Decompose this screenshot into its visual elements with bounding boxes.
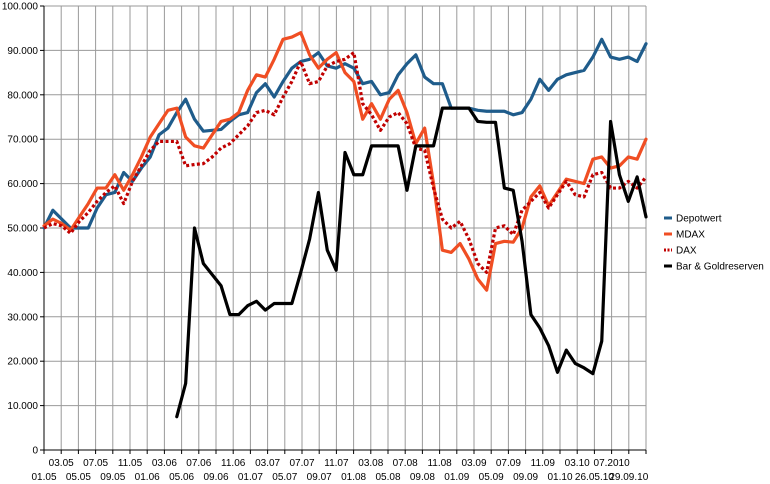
x-tick-label: 01.07	[238, 472, 263, 483]
x-tick-label: 05.05	[66, 472, 91, 483]
series-line-mdax	[42, 31, 648, 292]
series-lines	[42, 31, 648, 419]
x-tick-label: 07.2010	[594, 458, 631, 469]
y-tick-label: 40.000	[7, 268, 38, 279]
y-tick-label: 10.000	[7, 401, 38, 412]
x-tick-label: 09.09	[513, 472, 538, 483]
x-tick-label: 11.06	[221, 458, 246, 469]
x-tick-label: 09.06	[203, 472, 228, 483]
series-line-dax	[43, 51, 648, 274]
x-tick-label: 03.05	[49, 458, 74, 469]
x-tick-label: 03.08	[358, 458, 383, 469]
x-tick-label: 11.09	[531, 458, 556, 469]
x-tick-label: 09.07	[307, 472, 332, 483]
x-tick-label: 05.07	[272, 472, 297, 483]
x-tick-label: 09.05	[100, 472, 125, 483]
x-tick-label: 03.10	[565, 458, 590, 469]
x-tick-label: 11.05	[118, 458, 143, 469]
y-tick-label: 50.000	[7, 224, 38, 235]
legend-item-mdax: MDAX	[664, 230, 705, 241]
x-tick-label: 03.06	[152, 458, 177, 469]
y-tick-label: 20.000	[7, 357, 38, 368]
x-tick-label: 29.09.10	[609, 472, 648, 483]
y-tick-label: 0	[32, 446, 38, 457]
x-tick-label: 07.09	[496, 458, 521, 469]
legend-label: MDAX	[676, 230, 705, 241]
x-tick-label: 05.06	[169, 472, 194, 483]
x-tick-label: 11.07	[324, 458, 349, 469]
y-tick-label: 80.000	[7, 90, 38, 101]
legend-item-bar-goldreserven: Bar & Goldreserven	[664, 262, 764, 273]
x-tick-label: 01.09	[444, 472, 469, 483]
legend: Depotwert MDAX DAX Bar & Goldreserven	[664, 214, 764, 273]
y-tick-label: 30.000	[7, 312, 38, 323]
x-tick-label: 05.09	[479, 472, 504, 483]
x-tick-label: 07.05	[83, 458, 108, 469]
legend-label: Bar & Goldreserven	[676, 262, 764, 273]
legend-item-dax: DAX	[664, 246, 697, 257]
y-tick-label: 60.000	[7, 179, 38, 190]
x-tick-label: 01.10	[547, 472, 572, 483]
x-tick-label: 01.05	[31, 472, 56, 483]
y-tick-label: 100.000	[2, 2, 39, 13]
x-tick-label: 03.09	[461, 458, 486, 469]
series-line-depotwert	[42, 37, 648, 230]
x-tick-label: 01.06	[135, 472, 160, 483]
x-tick-label: 11.08	[427, 458, 452, 469]
x-tick-label: 26.05.10	[575, 472, 614, 483]
series-line-bar-goldreserven	[175, 106, 648, 419]
legend-label: Depotwert	[676, 214, 722, 225]
axes: 0 10.000 20.000 30.000 40.000 50.000 60.000 70.…	[2, 2, 649, 484]
x-tick-label: 09.08	[410, 472, 435, 483]
x-tick-label: 07.07	[289, 458, 314, 469]
legend-label: DAX	[676, 246, 697, 257]
x-tick-label: 07.08	[393, 458, 418, 469]
x-tick-label: 01.08	[341, 472, 366, 483]
y-tick-label: 70.000	[7, 135, 38, 146]
x-tick-label: 07.06	[186, 458, 211, 469]
y-tick-label: 90.000	[7, 46, 38, 57]
x-tick-label: 05.08	[375, 472, 400, 483]
x-tick-label: 03.07	[255, 458, 280, 469]
legend-item-depotwert: Depotwert	[664, 214, 722, 225]
